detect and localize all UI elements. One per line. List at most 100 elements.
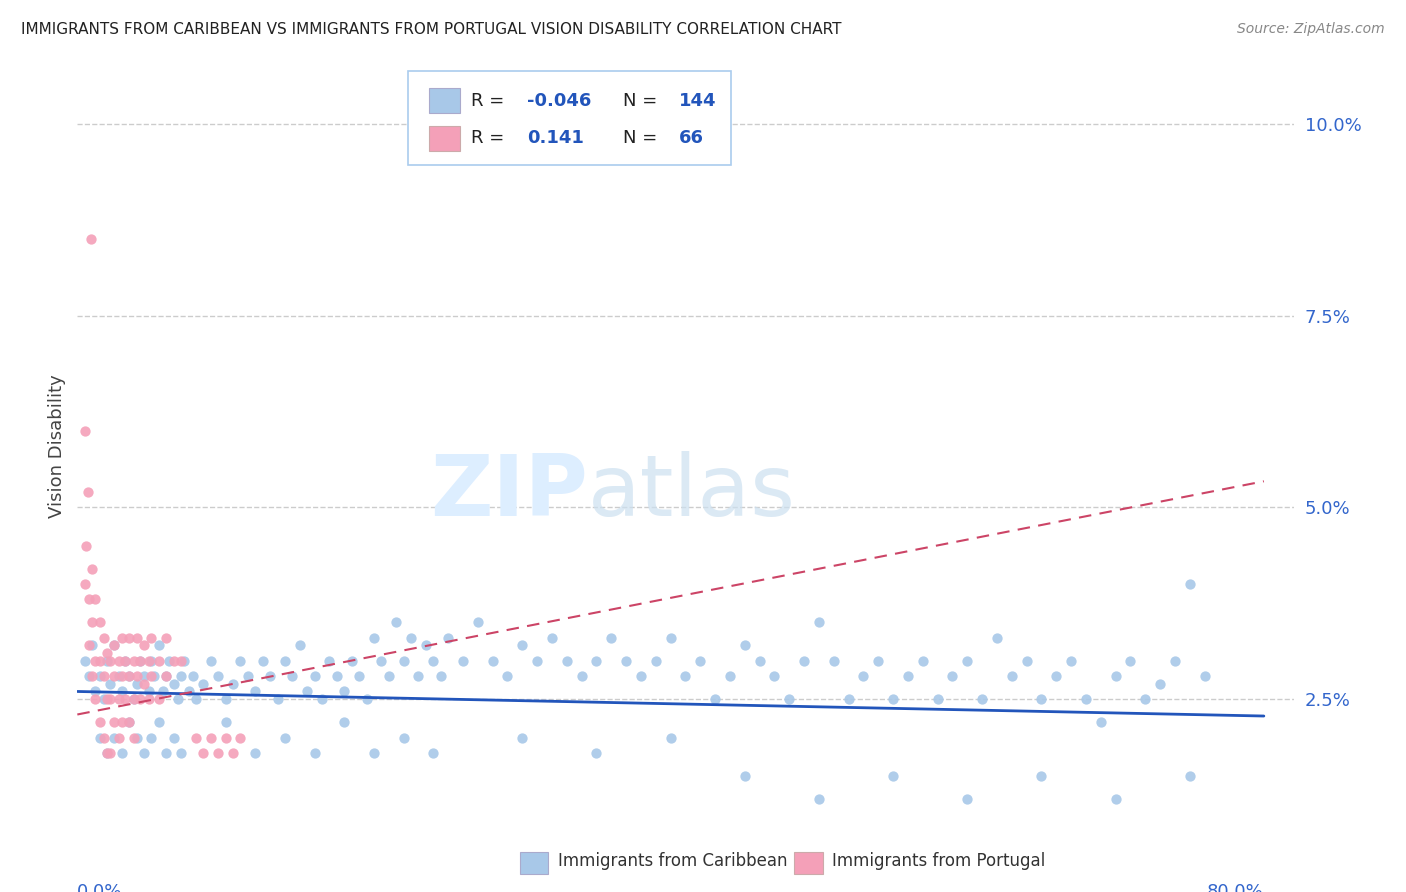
Point bbox=[266, 692, 288, 706]
Point bbox=[103, 669, 125, 683]
Point bbox=[128, 692, 150, 706]
Point bbox=[84, 692, 107, 706]
Point bbox=[214, 692, 236, 706]
Point bbox=[333, 684, 356, 698]
Point bbox=[274, 731, 297, 745]
Point bbox=[84, 684, 107, 698]
Point bbox=[451, 654, 474, 668]
Point bbox=[838, 692, 860, 706]
Point bbox=[763, 669, 786, 683]
Point bbox=[1194, 669, 1216, 683]
Point bbox=[378, 669, 401, 683]
Point bbox=[152, 684, 174, 698]
Point bbox=[184, 692, 207, 706]
Point bbox=[229, 654, 252, 668]
Point bbox=[1015, 654, 1038, 668]
Point bbox=[128, 654, 150, 668]
Point bbox=[245, 684, 267, 698]
Point bbox=[122, 692, 145, 706]
Point bbox=[84, 654, 107, 668]
Point bbox=[207, 746, 229, 760]
Point bbox=[163, 731, 186, 745]
Point bbox=[89, 669, 111, 683]
Point bbox=[93, 669, 115, 683]
Point bbox=[911, 654, 934, 668]
Point bbox=[600, 631, 623, 645]
Point bbox=[986, 631, 1008, 645]
Point bbox=[103, 639, 125, 653]
Point bbox=[340, 654, 363, 668]
Point bbox=[118, 715, 141, 730]
Point bbox=[1060, 654, 1083, 668]
Point bbox=[132, 746, 155, 760]
Point bbox=[138, 654, 160, 668]
Point bbox=[125, 731, 148, 745]
Point bbox=[108, 654, 131, 668]
Point bbox=[75, 539, 97, 553]
Point bbox=[236, 669, 259, 683]
Text: atlas: atlas bbox=[588, 450, 796, 533]
Point bbox=[141, 654, 163, 668]
Point bbox=[125, 677, 148, 691]
Point bbox=[155, 669, 177, 683]
Text: 66: 66 bbox=[679, 129, 704, 147]
Point bbox=[148, 654, 170, 668]
Text: R =: R = bbox=[471, 92, 505, 110]
Point bbox=[659, 731, 682, 745]
Point bbox=[214, 715, 236, 730]
Point bbox=[481, 654, 503, 668]
Point bbox=[111, 715, 134, 730]
Point bbox=[141, 631, 163, 645]
Point bbox=[526, 654, 548, 668]
Point bbox=[103, 639, 125, 653]
Point bbox=[148, 692, 170, 706]
Point bbox=[644, 654, 666, 668]
Point bbox=[167, 692, 190, 706]
Text: R =: R = bbox=[471, 129, 505, 147]
Point bbox=[927, 692, 949, 706]
Point bbox=[125, 631, 148, 645]
Text: 0.141: 0.141 bbox=[527, 129, 583, 147]
Point bbox=[73, 424, 96, 438]
Point bbox=[118, 631, 141, 645]
Point bbox=[392, 731, 415, 745]
Point bbox=[93, 731, 115, 745]
Point bbox=[970, 692, 993, 706]
Point bbox=[163, 654, 186, 668]
Point bbox=[155, 746, 177, 760]
Point bbox=[77, 669, 100, 683]
Point bbox=[193, 746, 215, 760]
Point bbox=[956, 792, 979, 806]
Point bbox=[941, 669, 963, 683]
Point bbox=[897, 669, 920, 683]
Point bbox=[363, 631, 385, 645]
Point bbox=[163, 677, 186, 691]
Point bbox=[852, 669, 875, 683]
Point bbox=[200, 654, 222, 668]
Text: -0.046: -0.046 bbox=[527, 92, 592, 110]
Point bbox=[125, 669, 148, 683]
Point bbox=[155, 631, 177, 645]
Point bbox=[467, 615, 489, 630]
Point bbox=[132, 639, 155, 653]
Point bbox=[98, 677, 121, 691]
Point bbox=[118, 715, 141, 730]
Point bbox=[181, 669, 204, 683]
Point bbox=[111, 746, 134, 760]
Point bbox=[93, 631, 115, 645]
Point bbox=[141, 669, 163, 683]
Point bbox=[114, 654, 136, 668]
Point bbox=[222, 746, 245, 760]
Point bbox=[318, 654, 340, 668]
Point bbox=[956, 654, 979, 668]
Point bbox=[193, 677, 215, 691]
Point bbox=[122, 692, 145, 706]
Point bbox=[288, 639, 311, 653]
Point bbox=[93, 692, 115, 706]
Point bbox=[659, 631, 682, 645]
Point bbox=[103, 715, 125, 730]
Point bbox=[1178, 769, 1201, 783]
Text: N =: N = bbox=[623, 129, 657, 147]
Point bbox=[170, 654, 193, 668]
Point bbox=[82, 639, 104, 653]
